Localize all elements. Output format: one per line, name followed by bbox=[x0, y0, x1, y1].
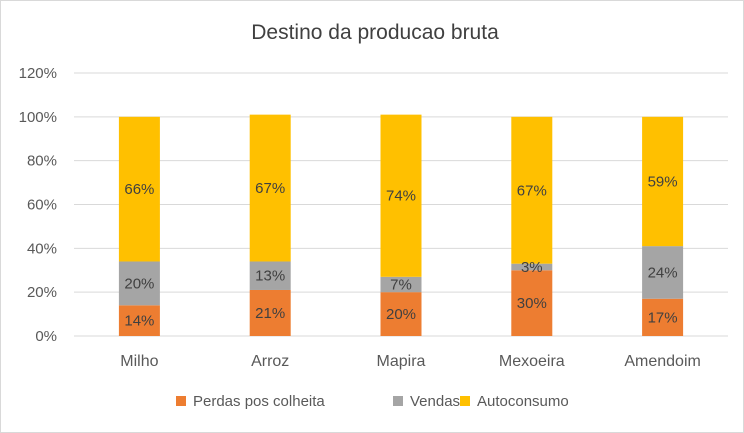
bar-segment bbox=[511, 116, 553, 264]
data-label: 67% bbox=[517, 182, 547, 199]
legend-item: Vendas bbox=[393, 393, 460, 410]
bar-segment bbox=[380, 114, 422, 277]
data-label: 7% bbox=[390, 276, 412, 293]
x-category-label: Mexoeira bbox=[499, 353, 565, 370]
x-category-label: Amendoim bbox=[624, 353, 700, 370]
bar-segment bbox=[118, 305, 160, 336]
data-label: 17% bbox=[648, 309, 678, 326]
bar-segment bbox=[249, 261, 291, 290]
bars bbox=[118, 114, 684, 336]
data-labels: 14% 20% 66% 21% 13% 67% 20% 7% 74% 30% 3% 67% 17% 24%… bbox=[124, 173, 677, 329]
bar-segment bbox=[118, 116, 160, 262]
bar-segment bbox=[118, 261, 160, 306]
data-label: 3% bbox=[521, 259, 543, 276]
y-tick-label: 100% bbox=[19, 109, 57, 126]
y-tick-label: 60% bbox=[27, 197, 57, 214]
legend-label: Autoconsumo bbox=[477, 393, 569, 410]
data-label: 59% bbox=[648, 173, 678, 190]
legend: Perdas pos colheita Vendas Autoconsumo bbox=[176, 393, 569, 410]
data-label: 14% bbox=[124, 313, 154, 330]
y-axis: 0% 20% 40% 60% 80% 100% 120% bbox=[19, 65, 57, 345]
legend-swatch bbox=[176, 396, 186, 406]
data-label: 21% bbox=[255, 305, 285, 322]
bar-segment bbox=[249, 114, 291, 262]
legend-swatch bbox=[393, 396, 403, 406]
legend-label: Vendas bbox=[410, 393, 460, 410]
y-tick-label: 40% bbox=[27, 240, 57, 257]
bar-segment bbox=[380, 276, 422, 293]
data-label: 20% bbox=[386, 306, 416, 323]
data-label: 66% bbox=[124, 181, 154, 198]
y-tick-label: 20% bbox=[27, 284, 57, 301]
y-tick-label: 0% bbox=[35, 328, 57, 345]
x-axis: Milho Arroz Mapira Mexoeira Amendoim bbox=[120, 353, 701, 370]
y-tick-label: 80% bbox=[27, 153, 57, 170]
legend-swatch bbox=[460, 396, 470, 406]
data-label: 74% bbox=[386, 188, 416, 205]
chart-title: Destino da producao bruta bbox=[251, 21, 499, 44]
bar-segment bbox=[642, 298, 684, 336]
legend-item: Perdas pos colheita bbox=[176, 393, 325, 410]
x-category-label: Mapira bbox=[377, 353, 426, 370]
x-category-label: Arroz bbox=[251, 353, 289, 370]
data-label: 13% bbox=[255, 268, 285, 285]
legend-item: Autoconsumo bbox=[460, 393, 569, 410]
bar-segment bbox=[642, 116, 684, 247]
bar-segment bbox=[511, 270, 553, 336]
bar-segment bbox=[249, 289, 291, 336]
data-label: 67% bbox=[255, 180, 285, 197]
legend-label: Perdas pos colheita bbox=[193, 393, 325, 410]
y-tick-label: 120% bbox=[19, 65, 57, 82]
bar-segment bbox=[511, 263, 553, 271]
bar-segment bbox=[642, 246, 684, 299]
x-category-label: Milho bbox=[120, 353, 158, 370]
data-label: 24% bbox=[648, 264, 678, 281]
data-label: 30% bbox=[517, 295, 547, 312]
data-label: 20% bbox=[124, 275, 154, 292]
bar-segment bbox=[380, 292, 422, 336]
